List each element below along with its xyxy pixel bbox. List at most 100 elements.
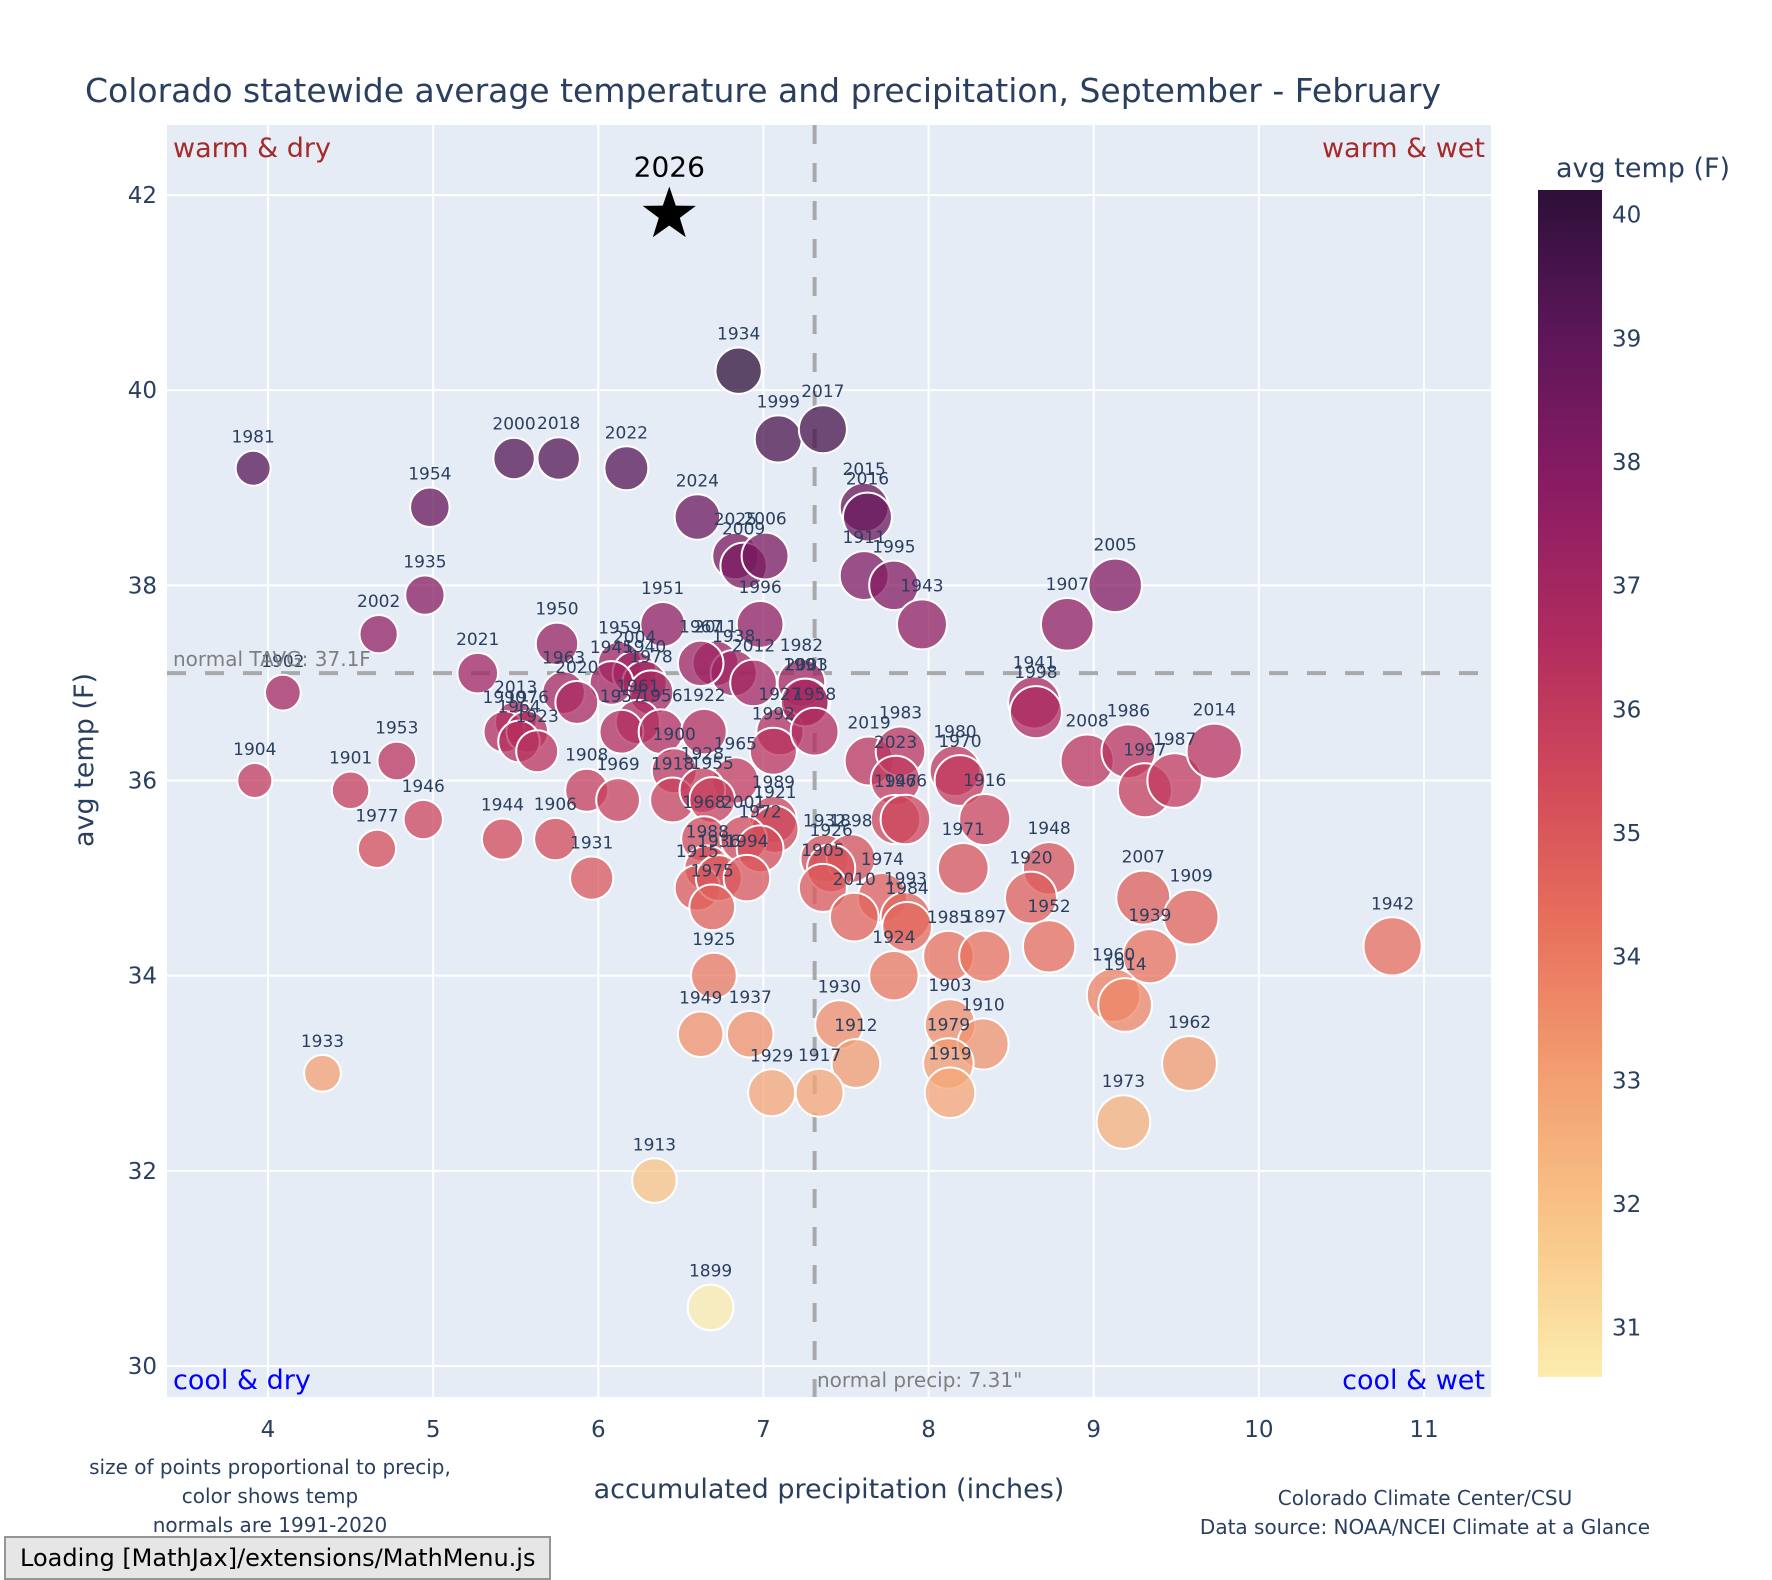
data-point-1971 <box>936 841 990 895</box>
point-label-2024: 2024 <box>676 471 719 491</box>
point-label-1972: 1972 <box>738 802 781 822</box>
data-point-1920 <box>1003 870 1058 925</box>
data-point-2022 <box>603 445 650 492</box>
point-label-1984: 1984 <box>885 879 928 899</box>
point-label-1966: 1966 <box>884 772 927 792</box>
data-point-1916 <box>958 792 1012 847</box>
point-label-1997: 1997 <box>1123 740 1166 760</box>
point-label-1973: 1973 <box>1102 1072 1145 1092</box>
y-axis-title: avg temp (F) <box>69 673 100 847</box>
point-label-1902: 1902 <box>261 652 304 672</box>
data-point-1934 <box>714 346 763 395</box>
data-point-1912 <box>830 1038 882 1089</box>
point-label-1913: 1913 <box>633 1135 676 1155</box>
data-point-1922 <box>680 707 728 756</box>
point-label-1933: 1933 <box>301 1032 344 1052</box>
point-label-1950: 1950 <box>535 600 578 620</box>
point-label-1916: 1916 <box>963 771 1006 791</box>
data-point-2017 <box>797 404 848 455</box>
point-label-1967: 1967 <box>679 618 722 638</box>
point-label-1959: 1959 <box>598 618 641 638</box>
y-tick-label: 30 <box>128 1354 157 1380</box>
x-tick-label: 6 <box>591 1417 606 1443</box>
point-label-2008: 2008 <box>1065 711 1108 731</box>
data-point-1939 <box>1121 928 1178 985</box>
point-label-1917: 1917 <box>798 1046 841 1066</box>
point-label-1926: 1926 <box>810 821 853 841</box>
point-label-2015: 2015 <box>843 460 886 480</box>
point-label-1936: 1936 <box>697 832 740 852</box>
colorbar-title: avg temp (F) <box>1556 153 1730 184</box>
quadrant-label-warm-dry: warm & dry <box>173 133 331 164</box>
point-label-1945: 1945 <box>590 638 633 658</box>
star-icon <box>642 186 696 238</box>
data-point-1969 <box>595 777 641 823</box>
point-label-1963: 1963 <box>542 648 585 668</box>
point-label-1969: 1969 <box>596 755 639 775</box>
point-label-1915: 1915 <box>676 842 719 862</box>
colorbar-tick-label: 32 <box>1612 1192 1641 1218</box>
point-label-1976: 1976 <box>506 688 549 708</box>
point-label-1974: 1974 <box>861 850 904 870</box>
point-label-2002: 2002 <box>357 592 400 612</box>
point-label-1981: 1981 <box>232 428 275 448</box>
data-point-1954 <box>409 486 451 529</box>
point-label-1951: 1951 <box>641 579 684 599</box>
point-label-1995: 1995 <box>872 538 915 558</box>
y-tick-label: 38 <box>128 573 157 599</box>
point-label-1938: 1938 <box>712 627 755 647</box>
colorbar-tick-label: 38 <box>1612 450 1641 476</box>
point-label-1931: 1931 <box>570 833 613 853</box>
colorbar-tick-label: 40 <box>1612 203 1641 229</box>
y-tick-label: 32 <box>128 1159 157 1185</box>
data-point-1929 <box>747 1068 797 1118</box>
data-point-1973 <box>1095 1094 1152 1150</box>
point-label-2014: 2014 <box>1193 701 1236 721</box>
point-label-2025: 2025 <box>714 510 757 530</box>
data-points <box>234 346 1423 1332</box>
point-label-2013: 2013 <box>494 678 537 698</box>
data-point-1909 <box>1162 888 1220 946</box>
point-label-1927: 1927 <box>758 685 801 705</box>
point-label-2006: 2006 <box>743 510 786 530</box>
point-label-1903: 1903 <box>928 976 971 996</box>
point-label-1965: 1965 <box>714 734 757 754</box>
point-label-2021: 2021 <box>456 630 499 650</box>
highlight-label: 2026 <box>634 151 705 184</box>
colorbar-tick-label: 33 <box>1612 1068 1641 1094</box>
point-label-1990: 1990 <box>483 688 526 708</box>
point-label-1991: 1991 <box>783 656 826 676</box>
data-point-2016 <box>842 491 893 543</box>
point-label-1919: 1919 <box>928 1045 971 1065</box>
point-label-1929: 1929 <box>750 1046 793 1066</box>
data-point-1975 <box>688 883 737 932</box>
point-label-2003: 2003 <box>785 656 828 676</box>
colorbar-tick-label: 36 <box>1612 697 1641 723</box>
colorbar <box>1538 190 1602 1377</box>
data-point-1970 <box>933 754 987 807</box>
point-label-1948: 1948 <box>1027 819 1070 839</box>
data-point-1950 <box>534 621 580 667</box>
point-label-2018: 2018 <box>537 414 580 434</box>
point-label-1979: 1979 <box>927 1015 970 1035</box>
data-point-1913 <box>631 1157 678 1204</box>
x-tick-label: 10 <box>1244 1417 1273 1443</box>
point-label-1906: 1906 <box>534 795 577 815</box>
point-label-1988: 1988 <box>686 822 729 842</box>
point-label-1998: 1998 <box>1014 663 1057 683</box>
data-point-1935 <box>404 574 446 616</box>
credit-line-1: Colorado Climate Center/CSU <box>1278 1486 1572 1510</box>
y-tick-label: 34 <box>128 964 157 990</box>
data-point-1901 <box>330 770 371 811</box>
point-label-2012: 2012 <box>732 637 775 657</box>
point-label-1930: 1930 <box>818 977 861 997</box>
data-point-1946 <box>402 798 444 841</box>
x-tick-label: 5 <box>426 1417 441 1443</box>
point-label-1962: 1962 <box>1168 1013 1211 1033</box>
point-label-1912: 1912 <box>834 1016 877 1036</box>
point-label-1968: 1968 <box>682 793 725 813</box>
data-point-1999 <box>753 414 803 464</box>
point-label-1978: 1978 <box>629 647 672 667</box>
